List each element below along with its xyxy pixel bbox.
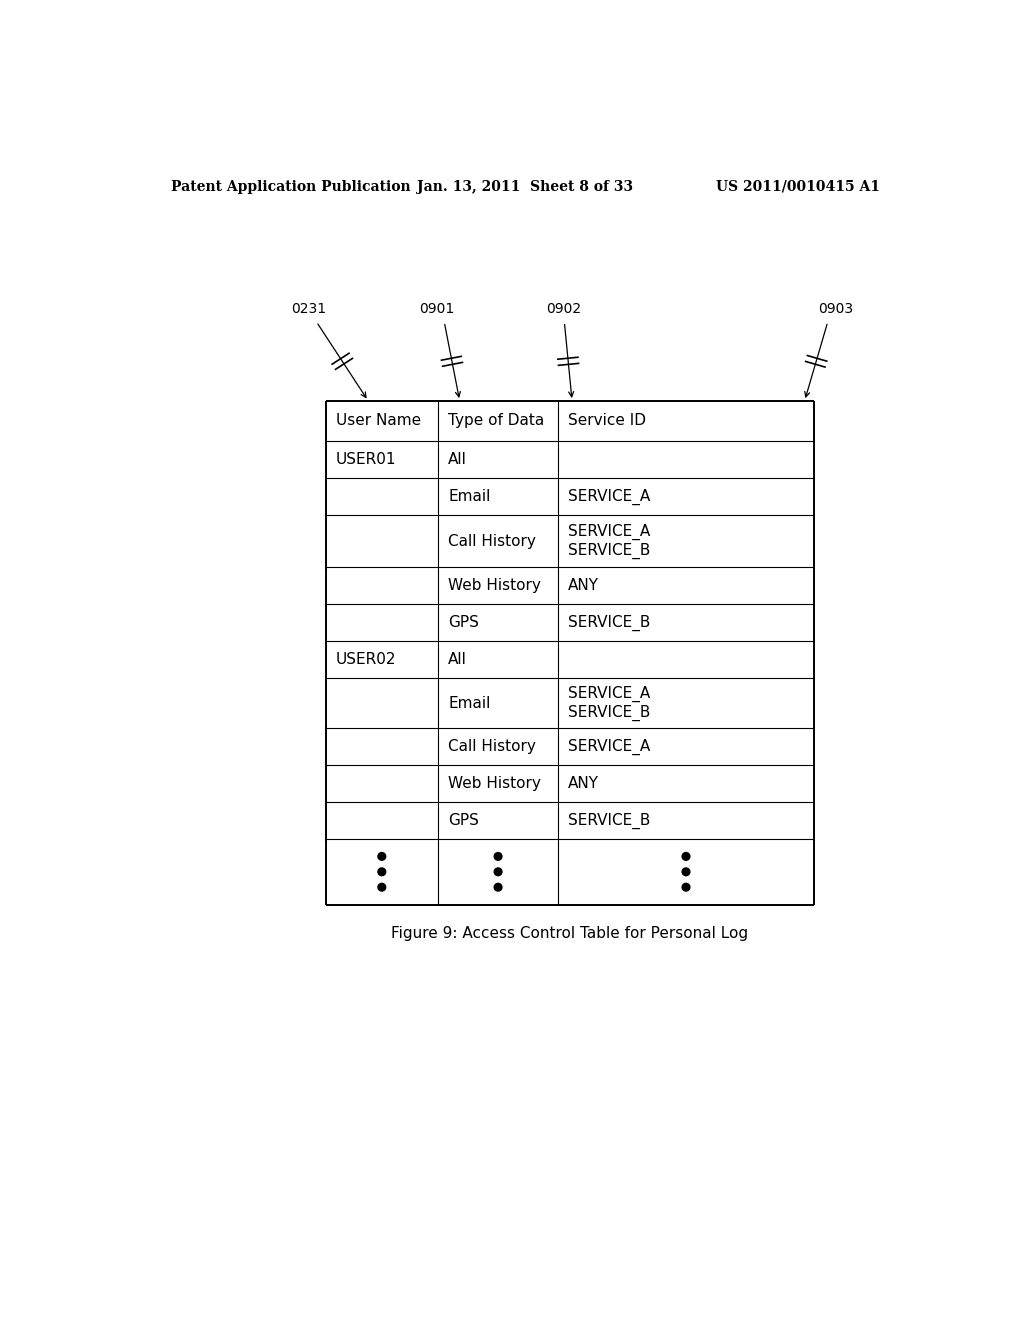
- Circle shape: [682, 883, 690, 891]
- Text: SERVICE_A: SERVICE_A: [568, 739, 650, 755]
- Circle shape: [378, 853, 386, 861]
- Text: SERVICE_A
SERVICE_B: SERVICE_A SERVICE_B: [568, 685, 650, 721]
- Text: USER01: USER01: [336, 451, 396, 467]
- Text: Email: Email: [449, 696, 490, 710]
- Text: All: All: [449, 451, 467, 467]
- Text: All: All: [449, 652, 467, 667]
- Text: USER02: USER02: [336, 652, 396, 667]
- Text: User Name: User Name: [336, 413, 421, 429]
- Text: GPS: GPS: [449, 615, 479, 630]
- Circle shape: [495, 883, 502, 891]
- Circle shape: [378, 869, 386, 875]
- Text: SERVICE_B: SERVICE_B: [568, 813, 650, 829]
- Circle shape: [495, 853, 502, 861]
- Text: 0231: 0231: [291, 302, 326, 317]
- Text: SERVICE_A: SERVICE_A: [568, 488, 650, 504]
- Text: 0901: 0901: [419, 302, 454, 317]
- Text: 0903: 0903: [818, 302, 853, 317]
- Text: SERVICE_B: SERVICE_B: [568, 615, 650, 631]
- Text: Figure 9: Access Control Table for Personal Log: Figure 9: Access Control Table for Perso…: [391, 927, 749, 941]
- Text: Type of Data: Type of Data: [449, 413, 545, 429]
- Text: Call History: Call History: [449, 739, 536, 754]
- Text: US 2011/0010415 A1: US 2011/0010415 A1: [716, 180, 880, 194]
- Text: Email: Email: [449, 488, 490, 504]
- Text: Service ID: Service ID: [568, 413, 646, 429]
- Text: SERVICE_A
SERVICE_B: SERVICE_A SERVICE_B: [568, 524, 650, 558]
- Circle shape: [495, 869, 502, 875]
- Text: Patent Application Publication: Patent Application Publication: [171, 180, 411, 194]
- Text: 0902: 0902: [547, 302, 582, 317]
- Text: ANY: ANY: [568, 776, 599, 791]
- Circle shape: [682, 869, 690, 875]
- Text: Web History: Web History: [449, 776, 541, 791]
- Circle shape: [378, 883, 386, 891]
- Circle shape: [682, 853, 690, 861]
- Text: Web History: Web History: [449, 578, 541, 593]
- Text: GPS: GPS: [449, 813, 479, 828]
- Text: Call History: Call History: [449, 533, 536, 549]
- Text: Jan. 13, 2011  Sheet 8 of 33: Jan. 13, 2011 Sheet 8 of 33: [417, 180, 633, 194]
- Text: ANY: ANY: [568, 578, 599, 593]
